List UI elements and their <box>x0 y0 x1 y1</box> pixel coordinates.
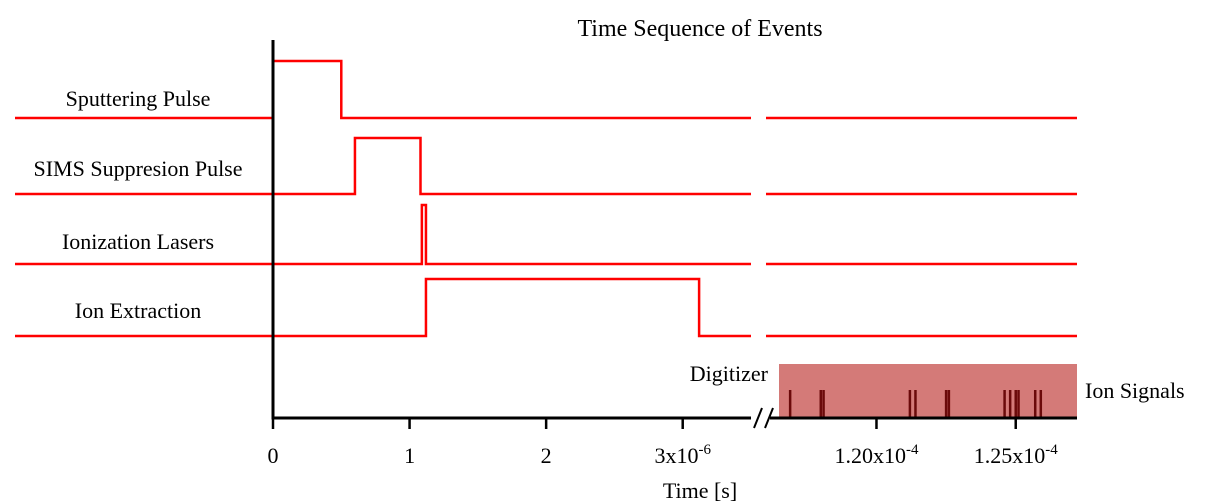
x-tick-label: 3x10-6 <box>654 442 711 468</box>
series-label: Ion Extraction <box>75 298 201 323</box>
digitizer-label: Digitizer <box>690 361 769 386</box>
x-tick-label: 1.25x10-4 <box>974 442 1058 468</box>
x-tick-label: 0 <box>268 443 279 468</box>
x-axis-label: Time [s] <box>663 478 737 501</box>
chart-title: Time Sequence of Events <box>577 16 822 42</box>
pulse-trace-1 <box>15 59 751 120</box>
axis-break-mark <box>764 407 774 429</box>
series-label: SIMS Suppresion Pulse <box>33 156 242 181</box>
digitizer-region <box>779 364 1077 418</box>
axis-break-mark <box>753 407 763 429</box>
pulse-trace-2 <box>15 136 751 196</box>
series-label: Ionization Lasers <box>62 229 214 254</box>
x-tick-label: 2 <box>541 443 552 468</box>
series-label: Sputtering Pulse <box>66 86 211 111</box>
x-tick-label: 1 <box>404 443 415 468</box>
ion-signals-label: Ion Signals <box>1085 378 1185 403</box>
pulse-trace-4 <box>15 277 751 338</box>
x-tick-label: 1.20x10-4 <box>834 442 918 468</box>
pulse-trace-3 <box>15 203 751 266</box>
